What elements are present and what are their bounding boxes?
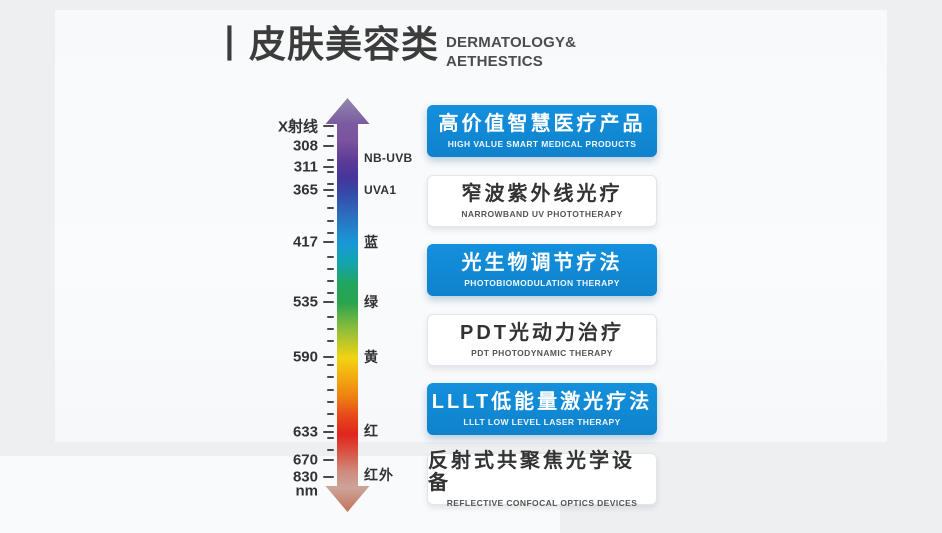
minor-tick	[327, 376, 334, 378]
card-title-zh: 反射式共聚焦光学设备	[428, 450, 635, 494]
minor-tick	[327, 364, 334, 366]
minor-tick	[327, 401, 334, 403]
wavelength-label: 670	[292, 451, 318, 469]
band-label: 红外	[364, 467, 394, 483]
band-label: 绿	[364, 294, 379, 310]
minor-tick	[327, 232, 334, 234]
major-tick	[323, 476, 334, 478]
card-subtitle-en: NARROWBAND UV PHOTOTHERAPY	[461, 208, 623, 219]
card-subtitle-en: PHOTOBIOMODULATION THERAPY	[464, 278, 620, 289]
card-subtitle-en: PDT PHOTODYNAMIC THERAPY	[471, 347, 613, 358]
minor-tick	[327, 268, 334, 270]
wavelength-label: 308	[292, 137, 318, 155]
card-title-zh: 光生物调节疗法	[461, 252, 623, 275]
band-label: 黄	[364, 349, 379, 365]
minor-tick	[327, 425, 334, 427]
card-title-zh: PDT光动力治疗	[460, 321, 624, 344]
band-label: 蓝	[364, 234, 379, 250]
wavelength-label: 590	[292, 348, 318, 366]
minor-tick	[327, 292, 334, 294]
minor-tick	[327, 389, 334, 391]
major-tick	[323, 241, 334, 243]
minor-tick	[327, 328, 334, 330]
major-tick	[323, 189, 334, 191]
minor-tick	[327, 437, 334, 439]
minor-tick	[327, 256, 334, 258]
card-title-zh: LLLT低能量激光疗法	[431, 391, 653, 414]
major-tick	[323, 431, 334, 433]
minor-tick	[327, 449, 334, 451]
minor-tick	[327, 413, 334, 415]
therapy-card: 光生物调节疗法 PHOTOBIOMODULATION THERAPY	[427, 244, 657, 297]
minor-tick	[327, 135, 334, 137]
wavelength-label: 365	[292, 181, 318, 199]
wavelength-label: 417	[292, 233, 318, 251]
minor-tick	[327, 280, 334, 282]
page-subtitle-line1: DERMATOLOGY&	[446, 34, 577, 51]
minor-tick	[327, 220, 334, 222]
card-title-zh: 窄波紫外线光疗	[461, 182, 623, 205]
therapy-card: PDT光动力治疗 PDT PHOTODYNAMIC THERAPY	[427, 313, 657, 366]
page-subtitle-line2: AETHESTICS	[446, 52, 544, 70]
minor-tick	[327, 316, 334, 318]
double-arrow-shape	[325, 98, 370, 512]
major-tick	[323, 125, 334, 127]
therapy-card: 高价值智慧医疗产品 HIGH VALUE SMART MEDICAL PRODUC…	[427, 105, 657, 157]
page-title: 丨皮肤美容类	[211, 24, 439, 65]
band-label: 红	[364, 423, 379, 439]
card-title-zh: 高价值智慧医疗产品	[438, 113, 646, 135]
page-subtitle: DERMATOLOGY& AETHESTICS	[446, 34, 576, 72]
minor-tick	[327, 159, 334, 161]
wavelength-label: 535	[292, 293, 318, 311]
band-label: NB-UVB	[364, 151, 413, 165]
minor-tick	[327, 340, 334, 342]
minor-tick	[327, 195, 334, 197]
therapy-card: 反射式共聚焦光学设备 REFLECTIVE CONFOCAL OPTICS DEV…	[427, 450, 657, 508]
wavelength-label: 633	[292, 423, 318, 441]
major-tick	[323, 166, 334, 168]
minor-tick	[327, 171, 334, 173]
major-tick	[323, 356, 334, 358]
card-subtitle-en: REFLECTIVE CONFOCAL OPTICS DEVICES	[446, 498, 638, 508]
card-subtitle-en: HIGH VALUE SMART MEDICAL PRODUCTS	[447, 139, 637, 149]
wavelength-label: 311	[293, 158, 318, 176]
minor-tick	[327, 183, 334, 185]
page-header: 丨皮肤美容类 DERMATOLOGY& AETHESTICS	[211, 24, 576, 72]
wavelength-label: X射线	[277, 118, 318, 136]
major-tick	[323, 145, 334, 147]
band-label: UVA1	[364, 183, 397, 197]
major-tick	[323, 301, 334, 303]
therapy-card: LLLT低能量激光疗法 LLLT LOW LEVEL LASER THERAPY	[427, 383, 657, 436]
major-tick	[323, 459, 334, 461]
wavelength-label: 830	[292, 468, 318, 486]
therapy-card: 窄波紫外线光疗 NARROWBAND UV PHOTOTHERAPY	[427, 174, 657, 227]
card-subtitle-en: LLLT LOW LEVEL LASER THERAPY	[463, 417, 621, 428]
minor-tick	[327, 207, 334, 209]
wavelength-label: nm	[295, 482, 319, 500]
